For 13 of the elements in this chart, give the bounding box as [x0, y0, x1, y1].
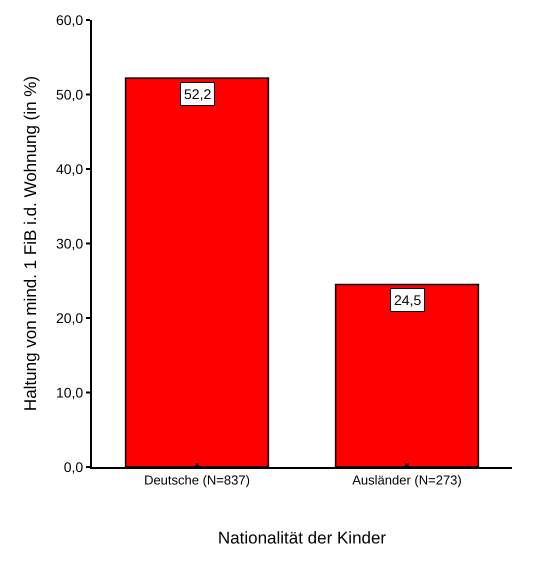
y-tick-label: 30,0	[56, 235, 84, 252]
y-tick-label: 40,0	[56, 160, 84, 177]
x-tick-label: Deutsche (N=837)	[144, 472, 250, 488]
y-tick-label: 0,0	[64, 458, 84, 475]
y-tick-label: 20,0	[56, 310, 84, 326]
data-label: 52,2	[184, 86, 212, 102]
x-tick-label: Ausländer (N=273)	[352, 472, 462, 488]
y-axis-title: Haltung von mind. 1 FiB i.d. Wohnung (in %)	[21, 76, 40, 412]
data-label: 24,5	[394, 292, 422, 308]
y-tick-label: 50,0	[56, 86, 84, 102]
y-tick-label: 10,0	[56, 384, 84, 400]
x-axis-title: Nationalität der Kinder	[218, 528, 386, 548]
y-tick-label: 60,0	[56, 12, 84, 28]
